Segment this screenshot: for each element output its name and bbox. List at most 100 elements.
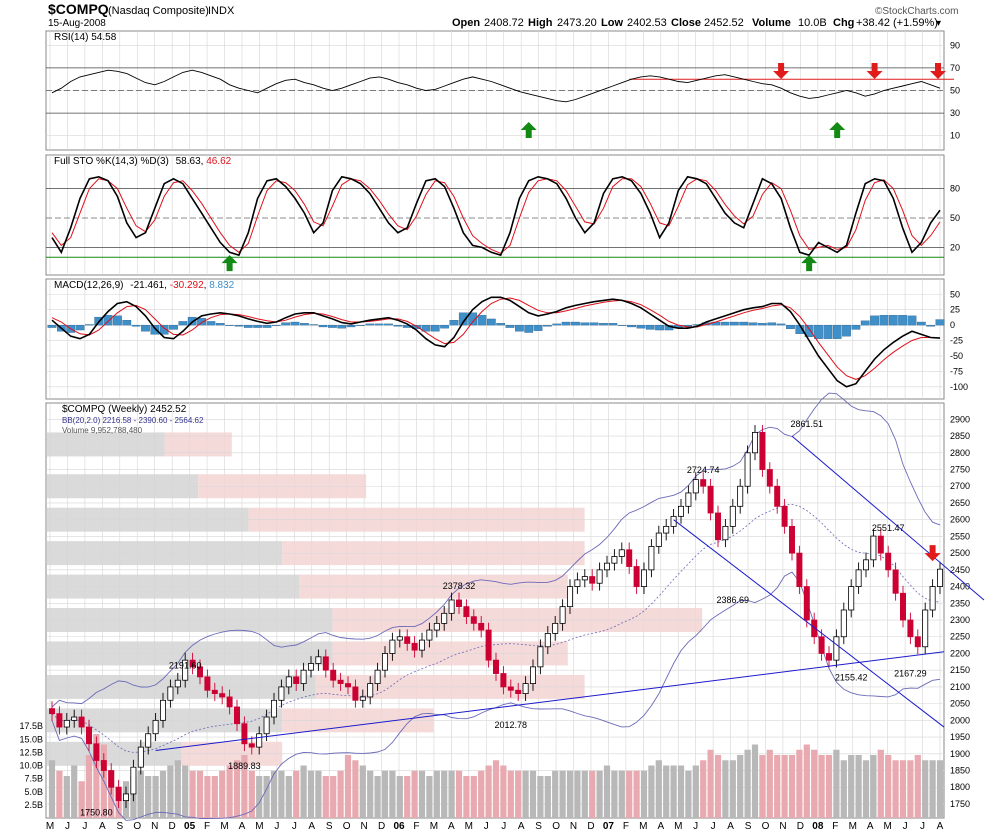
macd-histogram-bar: [271, 324, 281, 326]
channel-upper-trendline: [791, 435, 985, 601]
macd-histogram-bar: [113, 315, 122, 326]
macd-histogram-bar: [159, 324, 169, 335]
price-y-tick: 2900: [950, 414, 970, 424]
volume-y-tick: 5.0B: [24, 787, 43, 797]
candle-body: [922, 609, 929, 648]
price-annotation: 2378.32: [443, 581, 476, 591]
x-tick-label: 05: [184, 821, 196, 832]
price-y-tick: 2550: [950, 531, 970, 541]
candle-body: [729, 505, 736, 527]
price-sell-arrow-icon: [924, 545, 941, 562]
macd-histogram-bar: [150, 324, 160, 335]
volume-bar: [63, 776, 70, 818]
macd-histogram-bar: [533, 324, 543, 331]
volume-bar: [522, 770, 529, 818]
volume-bar: [596, 770, 603, 818]
candle-body: [863, 559, 869, 571]
macd-histogram-bar: [234, 324, 244, 327]
volume-bar: [640, 770, 648, 818]
price-annotation: 2551.47: [872, 523, 905, 533]
candle-body: [515, 689, 522, 695]
rsi-line: [51, 69, 941, 103]
volume-bar: [737, 755, 744, 818]
rsi-sell-arrow-icon: [866, 63, 883, 79]
macd-histogram-bar: [898, 315, 907, 326]
sto-buy-arrow-icon: [801, 255, 818, 272]
volume-bar: [544, 776, 551, 818]
volume-bar: [707, 749, 714, 818]
candle-body: [633, 566, 640, 587]
x-tick-label: M: [849, 821, 857, 832]
candle-body: [567, 586, 573, 608]
candle-body: [108, 770, 115, 788]
volume-y-tick: 10.0B: [19, 761, 43, 771]
price-y-tick: 2300: [950, 615, 970, 625]
macd-panel: 50 25 0 -25 -50 -75 -100: [46, 289, 968, 392]
volume-bar: [196, 770, 204, 818]
volume-bar: [507, 770, 514, 818]
x-tick-label: N: [151, 821, 158, 832]
macd-histogram-bar: [851, 324, 861, 330]
sto-legend: Full STO %K(14,3) %D(3) 58.63, 46.62: [54, 156, 232, 167]
candle-body: [152, 719, 159, 735]
volume-bar: [389, 770, 396, 818]
macd-histogram-bar: [636, 324, 646, 329]
candle-body: [611, 556, 618, 564]
candle-body: [433, 622, 440, 631]
close-label: Close: [671, 17, 701, 29]
x-tick-label: M: [255, 821, 263, 832]
candle-body: [626, 549, 633, 567]
volume-bar: [71, 765, 78, 818]
volume-bar: [774, 755, 781, 818]
x-tick-label: A: [867, 821, 874, 832]
macd-histogram-bar: [617, 324, 627, 326]
sto-label: Full STO %K(14,3) %D(3): [54, 156, 169, 167]
macd-histogram-bar: [580, 322, 590, 326]
candle-body: [189, 659, 196, 668]
price-y-tick: 2750: [950, 465, 970, 475]
candle-body: [374, 669, 381, 684]
candle-body: [160, 699, 166, 721]
macd-y-tick: 50: [950, 289, 960, 299]
volume-bar: [685, 770, 692, 818]
exchange: INDX: [208, 5, 235, 17]
volume-bar: [219, 770, 226, 818]
candle-body: [241, 723, 248, 745]
macd-label: MACD(12,26,9): [54, 280, 123, 291]
x-tick-label: 07: [603, 821, 615, 832]
macd-histogram-bar: [739, 321, 749, 326]
candle-body: [211, 689, 218, 695]
price-annotation: 1889.83: [228, 761, 261, 771]
volume-bar: [589, 770, 596, 818]
x-tick-label: J: [65, 821, 70, 832]
candle-body: [271, 699, 277, 718]
price-y-tick: 1850: [950, 766, 970, 776]
price-y-tick: 2250: [950, 632, 970, 642]
candle-body: [234, 706, 240, 725]
price-legend: $COMPQ (Weekly) 2452.52 BB(20,2.0) 2216.…: [62, 404, 204, 435]
macd-histogram-bar: [561, 321, 571, 326]
macd-histogram-bar: [879, 315, 889, 326]
x-tick-label: M: [883, 821, 891, 832]
candle-body: [700, 479, 707, 487]
macd-histogram-bar: [430, 324, 440, 332]
svg-text:MACD(12,26,9) -21.461,: MACD(12,26,9) -21.461, -30.292, 8.832: [54, 280, 235, 291]
volume-bar: [907, 760, 914, 818]
volume-bar: [278, 770, 285, 818]
macd-histogram-bar: [309, 324, 319, 326]
volume-bar: [263, 776, 270, 818]
candle-body: [618, 549, 625, 557]
volume-y-tick: 12.5B: [19, 747, 43, 757]
candle-body: [426, 629, 433, 641]
macd-histogram-bar: [206, 321, 216, 326]
rsi-buy-arrow-icon: [520, 122, 537, 138]
macd-histogram-bar: [47, 324, 57, 328]
volume-bar: [559, 770, 566, 818]
volume-bar: [426, 776, 433, 818]
volume-bar: [885, 755, 892, 818]
macd-histogram-bar: [122, 320, 132, 326]
candle-body: [293, 676, 300, 684]
macd-histogram-bar: [767, 322, 777, 326]
price-annotation: 2386.69: [717, 595, 750, 605]
candle-body: [574, 579, 581, 587]
